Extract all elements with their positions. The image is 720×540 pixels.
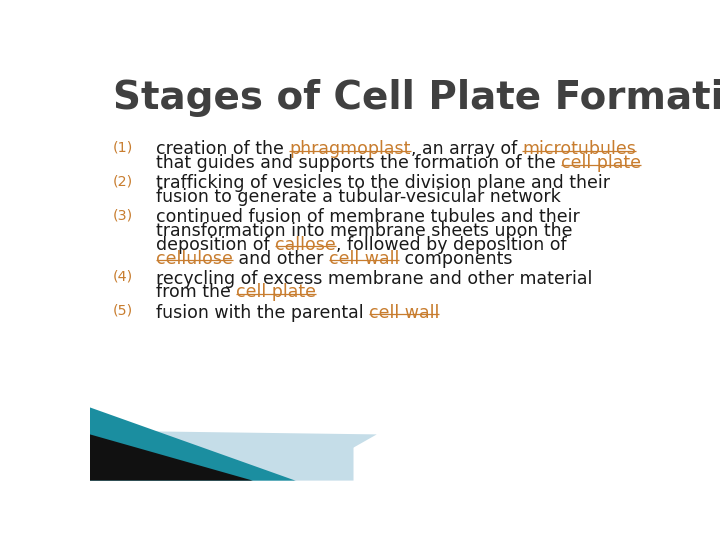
- Text: cell plate: cell plate: [236, 284, 316, 301]
- Text: (3): (3): [113, 208, 133, 222]
- Text: callose: callose: [275, 236, 336, 254]
- Text: and other: and other: [233, 249, 328, 268]
- Text: cell wall: cell wall: [328, 249, 399, 268]
- Text: cell wall: cell wall: [369, 303, 439, 321]
- Text: fusion with the parental: fusion with the parental: [156, 303, 369, 321]
- Text: (2): (2): [113, 174, 133, 188]
- Text: , an array of: , an array of: [410, 140, 523, 158]
- Polygon shape: [90, 434, 354, 481]
- Text: (4): (4): [113, 269, 133, 284]
- Text: continued fusion of membrane tubules and their: continued fusion of membrane tubules and…: [156, 208, 580, 226]
- Text: components: components: [399, 249, 513, 268]
- Text: cellulose: cellulose: [156, 249, 233, 268]
- Text: recycling of excess membrane and other material: recycling of excess membrane and other m…: [156, 269, 593, 288]
- Text: transformation into membrane sheets upon the: transformation into membrane sheets upon…: [156, 222, 572, 240]
- Text: microtubules: microtubules: [523, 140, 636, 158]
- Text: , followed by deposition of: , followed by deposition of: [336, 236, 567, 254]
- Polygon shape: [90, 434, 253, 481]
- Text: Stages of Cell Plate Formation: Stages of Cell Plate Formation: [113, 79, 720, 117]
- Text: from the: from the: [156, 284, 236, 301]
- Text: (5): (5): [113, 303, 133, 318]
- Text: that guides and supports the formation of the: that guides and supports the formation o…: [156, 154, 561, 172]
- Text: deposition of: deposition of: [156, 236, 275, 254]
- Text: fusion to generate a tubular-vesicular network: fusion to generate a tubular-vesicular n…: [156, 188, 561, 206]
- Text: phragmoplast: phragmoplast: [289, 140, 410, 158]
- Text: (1): (1): [113, 140, 134, 154]
- Polygon shape: [90, 430, 377, 481]
- Text: creation of the: creation of the: [156, 140, 289, 158]
- Text: trafficking of vesicles to the division plane and their: trafficking of vesicles to the division …: [156, 174, 610, 192]
- Text: cell plate: cell plate: [561, 154, 641, 172]
- Polygon shape: [90, 408, 295, 481]
